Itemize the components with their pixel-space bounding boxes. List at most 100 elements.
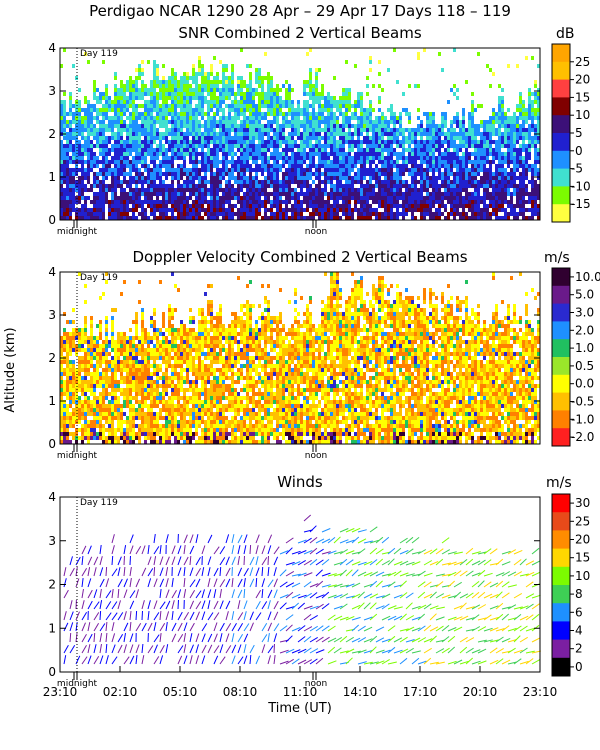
colorbar-frame	[551, 493, 571, 677]
y-tick-label: 4	[48, 41, 56, 55]
colorbar-segment	[552, 303, 570, 322]
snr-panel: SNR Combined 2 Vertical Beams dB 0 1 2 3 4 Da…	[48, 24, 590, 237]
y-axis-label: Altitude (km)	[3, 327, 18, 412]
y-tick-label: 2	[48, 351, 56, 365]
colorbar-segment	[552, 548, 570, 568]
y-tick-label: 3	[48, 534, 56, 548]
colorbar-label: -15	[571, 197, 591, 211]
colorbar-segment	[552, 339, 570, 358]
snr-plot-area: 0 1 2 3 4 Day 119 midnight noon	[48, 41, 541, 237]
colorbar-segment	[552, 657, 570, 677]
colorbar-label: 15	[575, 90, 590, 104]
x-tick-label: 23:10	[523, 685, 558, 699]
y-tick-label: 1	[48, 621, 56, 635]
colorbar-segment	[552, 530, 570, 550]
colorbar-label: -0.5	[571, 395, 594, 409]
y-tick-label: 0	[48, 213, 56, 227]
colorbar-label: 10.0	[575, 270, 600, 284]
midnight-label: midnight	[57, 679, 98, 689]
colorbar-label: -5	[571, 162, 583, 176]
colorbar-label: 5.0	[575, 288, 594, 302]
colorbar-segment	[552, 603, 570, 622]
y-tick-label: 3	[48, 84, 56, 98]
colorbar-segment	[552, 44, 570, 63]
colorbar-label: 6	[575, 605, 583, 619]
y-tick-label: 2	[48, 578, 56, 592]
colorbar-label: 25	[575, 514, 590, 528]
winds-panel: Winds m/s 0 1 2 3 4 Day 119 midnight noon 23:10 0…	[43, 473, 591, 699]
colorbar-label: 10	[575, 108, 590, 122]
colorbar-segment	[552, 133, 570, 152]
colorbar-label: 30	[575, 496, 590, 510]
x-tick-label: 08:10	[223, 685, 258, 699]
colorbar-segment	[552, 357, 570, 376]
colorbar-segment	[552, 285, 570, 305]
y-tick-label: 2	[48, 127, 56, 141]
colorbar-segment	[552, 374, 570, 394]
x-tick-label: 02:10	[103, 685, 138, 699]
colorbar-label: 10	[575, 569, 590, 583]
colorbar-frame	[551, 267, 571, 447]
colorbar-segment	[552, 150, 570, 170]
x-tick-label: 17:10	[403, 685, 438, 699]
snr-unit-label: dB	[556, 26, 575, 42]
winds-unit-label: m/s	[546, 475, 572, 491]
y-tick-label: 1	[48, 394, 56, 408]
velocity-unit-label: m/s	[544, 250, 570, 266]
colorbar-segment	[552, 186, 570, 205]
colorbar-segment	[552, 97, 570, 116]
figure-title: Perdigao NCAR 1290 28 Apr – 29 Apr 17 Da…	[89, 2, 511, 20]
x-tick-label: 11:10	[283, 685, 318, 699]
colorbar-label: 25	[575, 55, 590, 69]
colorbar-segment	[552, 392, 570, 411]
winds-panel-title: Winds	[277, 473, 323, 491]
colorbar-label: 0.5	[575, 359, 594, 373]
noon-label: noon	[305, 451, 327, 461]
colorbar-segment	[552, 410, 570, 429]
midnight-label: midnight	[57, 227, 98, 237]
colorbar-segment	[552, 428, 570, 447]
x-tick-label: 05:10	[163, 685, 198, 699]
y-tick-label: 4	[48, 265, 56, 279]
colorbar-label: -2.0	[571, 430, 594, 444]
colorbar-label: 2	[575, 642, 583, 656]
colorbar-label: 20	[575, 73, 590, 87]
colorbar-segment	[552, 639, 570, 659]
colorbar-label: 20	[575, 533, 590, 547]
velocity-panel: Doppler Velocity Combined 2 Vertical Bea…	[48, 248, 600, 461]
colorbar-segment	[552, 115, 570, 134]
x-tick-label: 23:10	[43, 685, 78, 699]
colorbar-label: 1.0	[575, 341, 594, 355]
colorbar-segment	[552, 512, 570, 531]
colorbar-label: 8	[575, 587, 583, 601]
day-label: Day 119	[80, 49, 118, 59]
colorbar-segment	[552, 621, 570, 641]
colorbar-label: -1.0	[571, 412, 594, 426]
colorbar-segment	[552, 168, 570, 187]
midnight-label: midnight	[57, 451, 98, 461]
snr-colorbar: 25 20 15 10 5 0 -5 -10 -15	[551, 43, 591, 223]
day-label: Day 119	[80, 498, 118, 508]
colorbar-segment	[552, 61, 570, 81]
colorbar-label: 0	[575, 144, 583, 158]
snr-panel-title: SNR Combined 2 Vertical Beams	[178, 24, 421, 42]
colorbar-segment	[552, 204, 570, 223]
colorbar-label: -10	[571, 179, 591, 193]
velocity-colorbar: 10.0 5.0 3.0 2.0 1.0 0.5 0.0 -0.5 -1.0 -2.0	[551, 267, 600, 447]
colorbar-label: 15	[575, 551, 590, 565]
colorbar-label: 0	[575, 660, 583, 674]
colorbar-label: 2.0	[575, 323, 594, 337]
winds-plot-area: 0 1 2 3 4 Day 119 midnight noon 23:10 02:10 05:10 0…	[43, 490, 558, 699]
x-tick-label: 14:10	[343, 685, 378, 699]
colorbar-segment	[552, 321, 570, 340]
colorbar-segment	[552, 268, 570, 287]
y-tick-label: 4	[48, 490, 56, 504]
day-label: Day 119	[80, 273, 118, 283]
colorbar-segment	[552, 566, 570, 586]
noon-label: noon	[305, 679, 327, 689]
velocity-plot-area: 0 1 2 3 4 Day 119 midnight noon	[48, 265, 541, 461]
colorbar-segment	[552, 79, 570, 98]
x-axis-label: Time (UT)	[267, 701, 332, 716]
